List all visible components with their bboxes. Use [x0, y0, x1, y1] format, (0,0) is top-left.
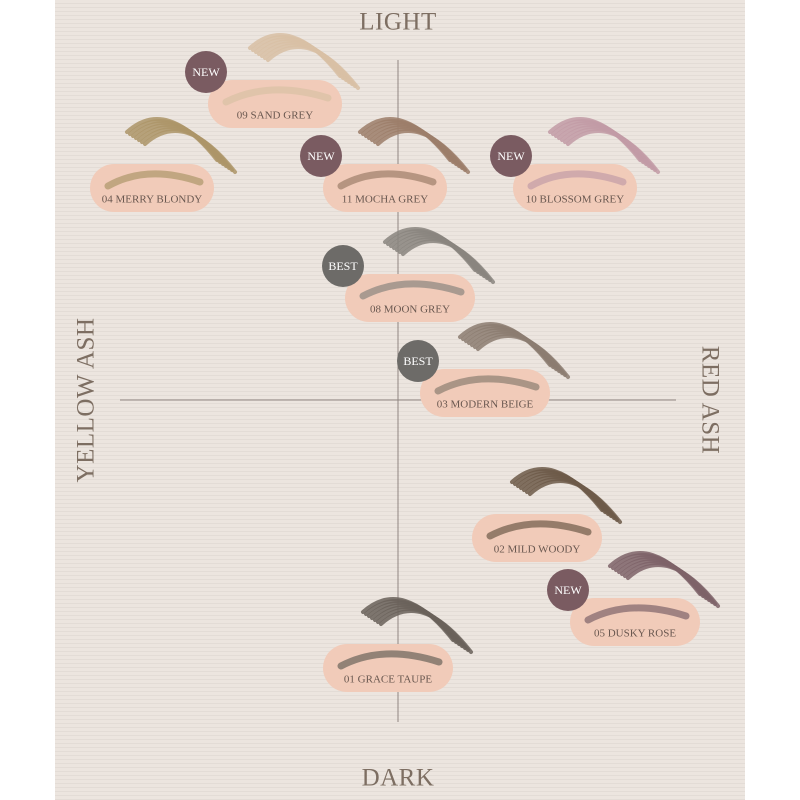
badge-label: BEST — [328, 259, 358, 273]
product: 05 DUSKY ROSE NEW — [547, 551, 720, 646]
product-label: 08 MOON GREY — [370, 304, 450, 316]
brow-swatch-stroke — [376, 129, 470, 174]
brow-swatch-stroke — [476, 334, 570, 379]
brow — [337, 650, 443, 670]
product: 11 MOCHA GREY NEW — [300, 117, 470, 212]
badge-circle — [185, 51, 227, 93]
brow-swatch-stroke — [401, 239, 495, 284]
product: 01 GRACE TAUPE — [323, 597, 473, 692]
axis-left-label: YELLOW ASH — [73, 318, 100, 483]
brow-swatch-stroke — [528, 479, 622, 524]
product: 09 SAND GREY NEW — [185, 33, 360, 128]
badge-circle — [397, 340, 439, 382]
product-label: 05 DUSKY ROSE — [594, 628, 676, 640]
brow — [104, 170, 204, 190]
brow — [337, 170, 437, 190]
badge-label: NEW — [554, 583, 582, 597]
axis-right-label: RED ASH — [696, 346, 723, 454]
brow — [584, 604, 690, 624]
product-label: 01 GRACE TAUPE — [344, 674, 432, 686]
brow — [359, 280, 465, 300]
product-label: 02 MILD WOODY — [494, 544, 581, 556]
product-label: 09 SAND GREY — [237, 110, 313, 122]
brow — [434, 375, 540, 395]
badge-label: BEST — [403, 354, 433, 368]
badge-label: NEW — [307, 149, 335, 163]
product-label: 03 MODERN BEIGE — [437, 399, 534, 411]
product-label: 10 BLOSSOM GREY — [526, 194, 624, 206]
badge-circle — [490, 135, 532, 177]
brow — [486, 520, 592, 540]
product: 08 MOON GREY BEST — [322, 227, 495, 322]
axis-bottom-label: DARK — [362, 765, 435, 792]
brow-swatch-stroke — [379, 609, 473, 654]
brow — [222, 86, 332, 106]
brow-swatch-stroke — [626, 563, 720, 608]
product: 10 BLOSSOM GREY NEW — [490, 117, 660, 212]
product: 04 MERRY BLONDY — [90, 117, 237, 212]
badge-circle — [547, 569, 589, 611]
axis-top-label: LIGHT — [359, 9, 436, 36]
product: 03 MODERN BEIGE BEST — [397, 322, 570, 417]
badge-label: NEW — [192, 65, 220, 79]
product: 02 MILD WOODY — [472, 467, 622, 562]
product-label: 11 MOCHA GREY — [342, 194, 428, 206]
brow-swatch-stroke — [143, 129, 237, 174]
brow — [527, 170, 627, 190]
badge-circle — [322, 245, 364, 287]
brow-swatch-stroke — [566, 129, 660, 174]
product-label: 04 MERRY BLONDY — [102, 194, 202, 206]
badge-label: NEW — [497, 149, 525, 163]
brow-swatch-stroke — [266, 45, 360, 90]
badge-circle — [300, 135, 342, 177]
